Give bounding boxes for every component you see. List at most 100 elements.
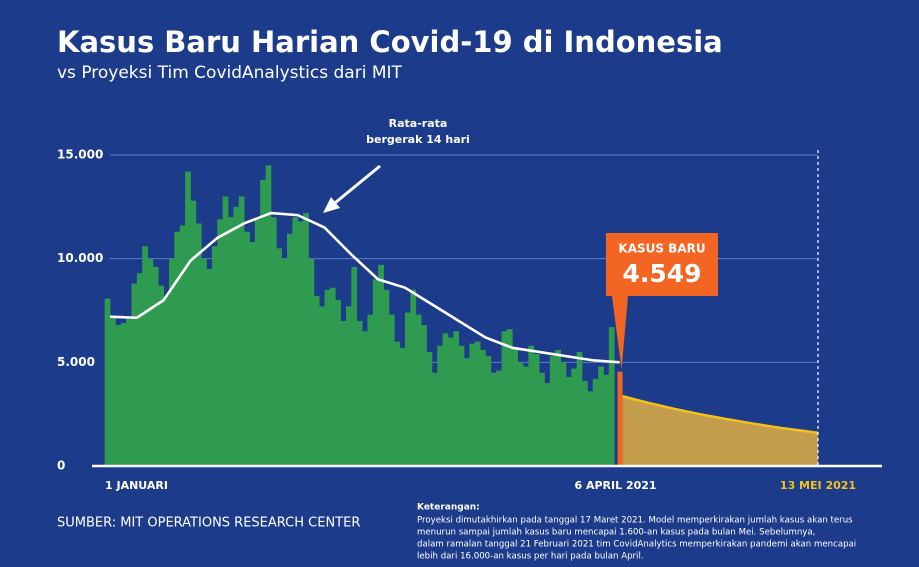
y-tick-label: 15.000 <box>57 148 103 162</box>
bar <box>555 349 561 466</box>
bar <box>437 345 443 466</box>
bar <box>104 298 111 466</box>
bar <box>582 380 588 466</box>
bar <box>110 316 116 466</box>
bar <box>195 223 202 466</box>
bar <box>319 306 325 466</box>
x-tick-label: 1 JANUARI <box>105 479 168 492</box>
bar <box>169 258 175 466</box>
bar <box>276 248 283 466</box>
notes-line: Proyeksi dimutakhirkan pada tanggal 17 M… <box>417 516 853 526</box>
bar <box>431 372 438 466</box>
bar <box>292 217 299 466</box>
callout-value: 4.549 <box>622 259 701 288</box>
y-tick-label: 0 <box>57 459 65 473</box>
bar <box>131 283 138 466</box>
bar <box>388 314 395 466</box>
moving-average-line <box>109 211 620 364</box>
bar <box>469 343 476 466</box>
bar <box>576 351 583 466</box>
bar <box>297 221 304 466</box>
bar <box>136 273 143 466</box>
bar <box>147 258 154 466</box>
bar <box>142 246 148 466</box>
bar <box>249 242 256 466</box>
bar <box>506 329 513 466</box>
notes-title: Keterangan: <box>417 503 480 513</box>
bar <box>544 383 551 466</box>
bar <box>270 217 277 466</box>
bar <box>254 219 261 466</box>
bar <box>115 325 122 466</box>
bar <box>217 219 224 466</box>
bar <box>356 320 363 466</box>
bar <box>490 372 497 466</box>
bar <box>303 213 309 466</box>
bar <box>222 196 229 466</box>
callout-box <box>606 233 718 370</box>
bar <box>410 289 417 466</box>
notes-line: dalam ramalan tanggal 21 Februari 2021 t… <box>417 540 856 550</box>
bar <box>260 179 266 466</box>
x-tick-label: 13 MEI 2021 <box>780 479 856 492</box>
chart-title: Kasus Baru Harian Covid-19 di Indonesia <box>57 25 723 59</box>
bar <box>560 362 567 466</box>
y-tick-label: 5.000 <box>57 355 95 369</box>
bar <box>340 320 347 466</box>
bar <box>421 325 427 466</box>
bar <box>598 366 604 466</box>
annotation-arrow <box>323 164 381 213</box>
bar <box>501 331 508 466</box>
bar <box>592 378 599 466</box>
bar <box>539 372 545 466</box>
notes-line: menurun sampai jumlah kasus baru mencapa… <box>417 528 815 538</box>
bar <box>474 341 481 466</box>
bar <box>608 327 615 466</box>
bar <box>362 331 368 466</box>
bar <box>281 258 288 466</box>
y-tick-label: 10.000 <box>57 251 103 265</box>
bar <box>238 196 245 466</box>
callout-title: KASUS BARU <box>618 242 705 256</box>
bar <box>329 287 336 466</box>
bar <box>399 347 406 466</box>
bar <box>405 312 411 466</box>
bar <box>174 231 181 466</box>
bar <box>313 295 320 466</box>
bar <box>190 200 197 466</box>
bar <box>120 322 127 466</box>
bar <box>372 279 379 466</box>
bar <box>453 331 460 466</box>
bar <box>523 366 529 466</box>
source: SUMBER: MIT OPERATIONS RESEARCH CENTER <box>57 516 360 531</box>
bar <box>528 345 535 466</box>
bar <box>211 246 218 466</box>
callout: KASUS BARU 4.549 <box>606 233 718 370</box>
x-tick-label: 6 APRIL 2021 <box>575 479 657 492</box>
chart-subtitle: vs Proyeksi Tim CovidAnalystics dari MIT <box>57 63 402 83</box>
bar <box>126 318 132 466</box>
bar <box>512 347 519 466</box>
bar <box>233 206 240 467</box>
bar <box>571 368 578 466</box>
bar <box>480 349 486 466</box>
projection-line <box>619 394 819 435</box>
bar <box>458 345 465 466</box>
bar <box>346 306 352 466</box>
bar <box>351 266 358 466</box>
bar <box>603 374 610 466</box>
bar <box>335 300 342 466</box>
bar <box>496 370 502 466</box>
bar <box>617 371 623 466</box>
bar <box>415 314 422 466</box>
bar <box>163 295 170 466</box>
bar <box>464 358 470 466</box>
notes-line: lebih dari 16.000-an kasus per hari pada… <box>417 552 644 562</box>
annotation: bergerak 14 hari <box>366 133 470 146</box>
bar <box>587 391 594 466</box>
bar <box>158 285 165 466</box>
bar <box>228 217 234 466</box>
bar <box>265 165 272 466</box>
bar <box>152 266 159 466</box>
